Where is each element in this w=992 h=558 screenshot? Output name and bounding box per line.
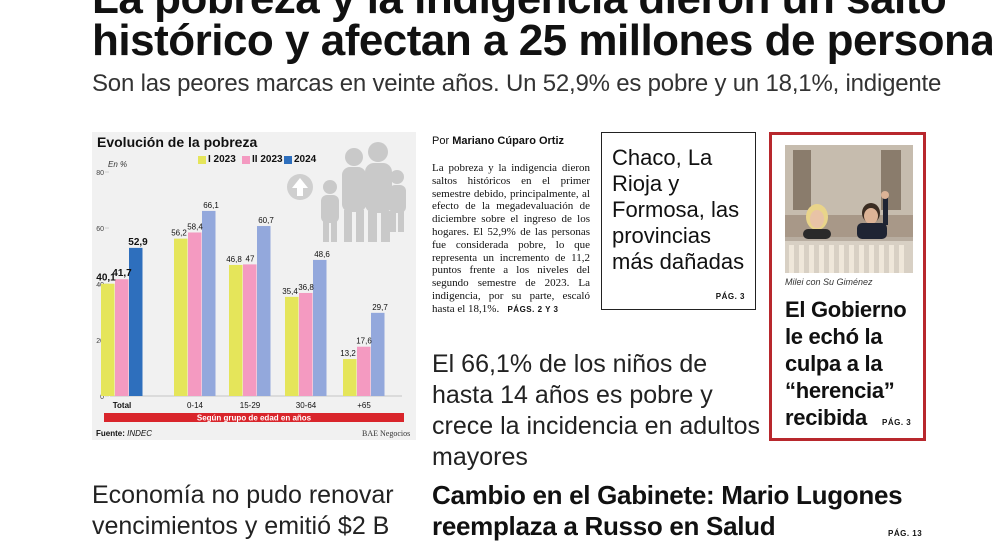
bar-3064-i-2023: [285, 296, 299, 396]
bar-65-ii-2023: [357, 346, 371, 396]
author-name[interactable]: Mariano Cúparo Ortiz: [452, 135, 565, 147]
provinces-page: PÁG. 3: [715, 292, 745, 301]
chart-source: Fuente: INDEC: [96, 429, 152, 438]
cabinet-story-headline[interactable]: Cambio en el Gabinete: Mario Lugones ree…: [432, 480, 903, 541]
data-label: 29,7: [372, 303, 388, 312]
y-tick-label: 40: [96, 282, 104, 289]
data-label: 56,2: [171, 229, 187, 238]
source-value: INDEC: [127, 429, 153, 438]
government-headline[interactable]: El Gobierno le echó la culpa a la “heren…: [785, 297, 907, 430]
y-tick-label: 80: [96, 170, 104, 177]
bar-total-ii-2023: [115, 279, 129, 396]
article-body-text: La pobreza y la indigencia dieron saltos…: [432, 162, 590, 315]
cabinet-story-page: PÁG. 13: [888, 529, 923, 538]
article-body: La pobreza y la indigencia dieron saltos…: [432, 162, 590, 317]
chart-title: Evolución de la pobreza: [97, 134, 258, 150]
y-tick-label: 20: [96, 338, 104, 345]
category-label: 15-29: [240, 401, 261, 410]
category-label: 30-64: [296, 401, 317, 410]
data-label: 35,4: [282, 287, 298, 296]
legend-item-ii-2023: II 2023: [242, 154, 283, 165]
y-tick-label: 0: [100, 394, 104, 401]
bar-total-2024: [129, 247, 143, 396]
legend-label-i-2023: I 2023: [208, 154, 236, 165]
photo-caption: Milei con Su Giménez: [785, 277, 873, 287]
family-illustration-icon: [321, 142, 406, 242]
economy-story[interactable]: Economía no pudo renovar vencimientos y …: [92, 481, 394, 540]
arrow-up-icon: [287, 174, 313, 200]
chart-unit-label: En %: [108, 160, 128, 169]
provinces-box[interactable]: Chaco, La Rioja y Formosa, las provincia…: [601, 132, 756, 310]
bar-1529-2024: [257, 226, 271, 396]
main-headline-line-1[interactable]: La pobreza y la indigencia dieron un sal…: [92, 0, 947, 24]
y-tick-label: 60: [96, 226, 104, 233]
bar-65-2024: [371, 312, 385, 396]
bar-014-2024: [202, 210, 216, 396]
subheadline: Son las peores marcas en veinte años. Un…: [92, 70, 942, 97]
data-label: 36,8: [298, 283, 314, 292]
data-label: 41,7: [112, 268, 132, 279]
bar-1529-ii-2023: [243, 264, 257, 396]
category-label: Total: [113, 401, 132, 410]
data-label: 48,6: [314, 250, 330, 259]
legend-label-ii-2023: II 2023: [252, 154, 283, 165]
government-box[interactable]: [769, 132, 926, 441]
category-label: +65: [357, 401, 371, 410]
age-group-banner: [104, 413, 404, 422]
bar-3064-ii-2023: [299, 292, 313, 396]
government-page: PÁG. 3: [882, 418, 912, 427]
milei-photo: [785, 145, 913, 273]
legend-label-2024: 2024: [294, 154, 317, 165]
bar-014-i-2023: [174, 238, 188, 396]
data-label: 60,7: [258, 216, 274, 225]
bar-014-ii-2023: [188, 232, 202, 396]
poverty-bar-chart: 0 20 40 60 80 40,141,7 52,9 Total 56,258,4 66,1 0…: [96, 142, 406, 423]
data-label: 40,1: [96, 273, 116, 284]
source-label: Fuente:: [96, 429, 125, 438]
main-headline-line-2[interactable]: histórico y afectan a 25 millones de per…: [92, 16, 992, 65]
legend-swatch-i-2023: [198, 155, 206, 164]
byline: Por Mariano Cúparo Ortiz: [432, 135, 564, 147]
bar-65-i-2023: [343, 359, 357, 396]
bar-1529-i-2023: [229, 264, 243, 396]
data-label: 13,2: [340, 349, 356, 358]
data-label: 66,1: [203, 201, 219, 210]
bar-3064-2024: [313, 259, 327, 396]
legend-item-2024: 2024: [284, 154, 316, 165]
bar-total-i-2023: [101, 283, 115, 396]
article-pages[interactable]: PÁGS. 2 Y 3: [507, 304, 559, 314]
age-group-label: Según grupo de edad en años: [197, 414, 312, 423]
legend-item-i-2023: I 2023: [198, 154, 236, 165]
chart-credit: BAE Negocios: [362, 429, 411, 438]
data-label: 17,6: [356, 337, 372, 346]
legend-swatch-ii-2023: [242, 155, 250, 164]
data-label: 47: [246, 254, 255, 263]
category-label: 0-14: [187, 401, 204, 410]
legend-swatch-2024: [284, 155, 292, 164]
children-poverty-story[interactable]: El 66,1% de los niños de hasta 14 años e…: [432, 350, 760, 471]
data-label: 46,8: [226, 255, 242, 264]
data-label: 58,4: [187, 222, 203, 231]
provinces-headline[interactable]: Chaco, La Rioja y Formosa, las provincia…: [612, 145, 745, 274]
byline-prefix: Por: [432, 135, 450, 147]
data-label: 52,9: [128, 237, 148, 248]
